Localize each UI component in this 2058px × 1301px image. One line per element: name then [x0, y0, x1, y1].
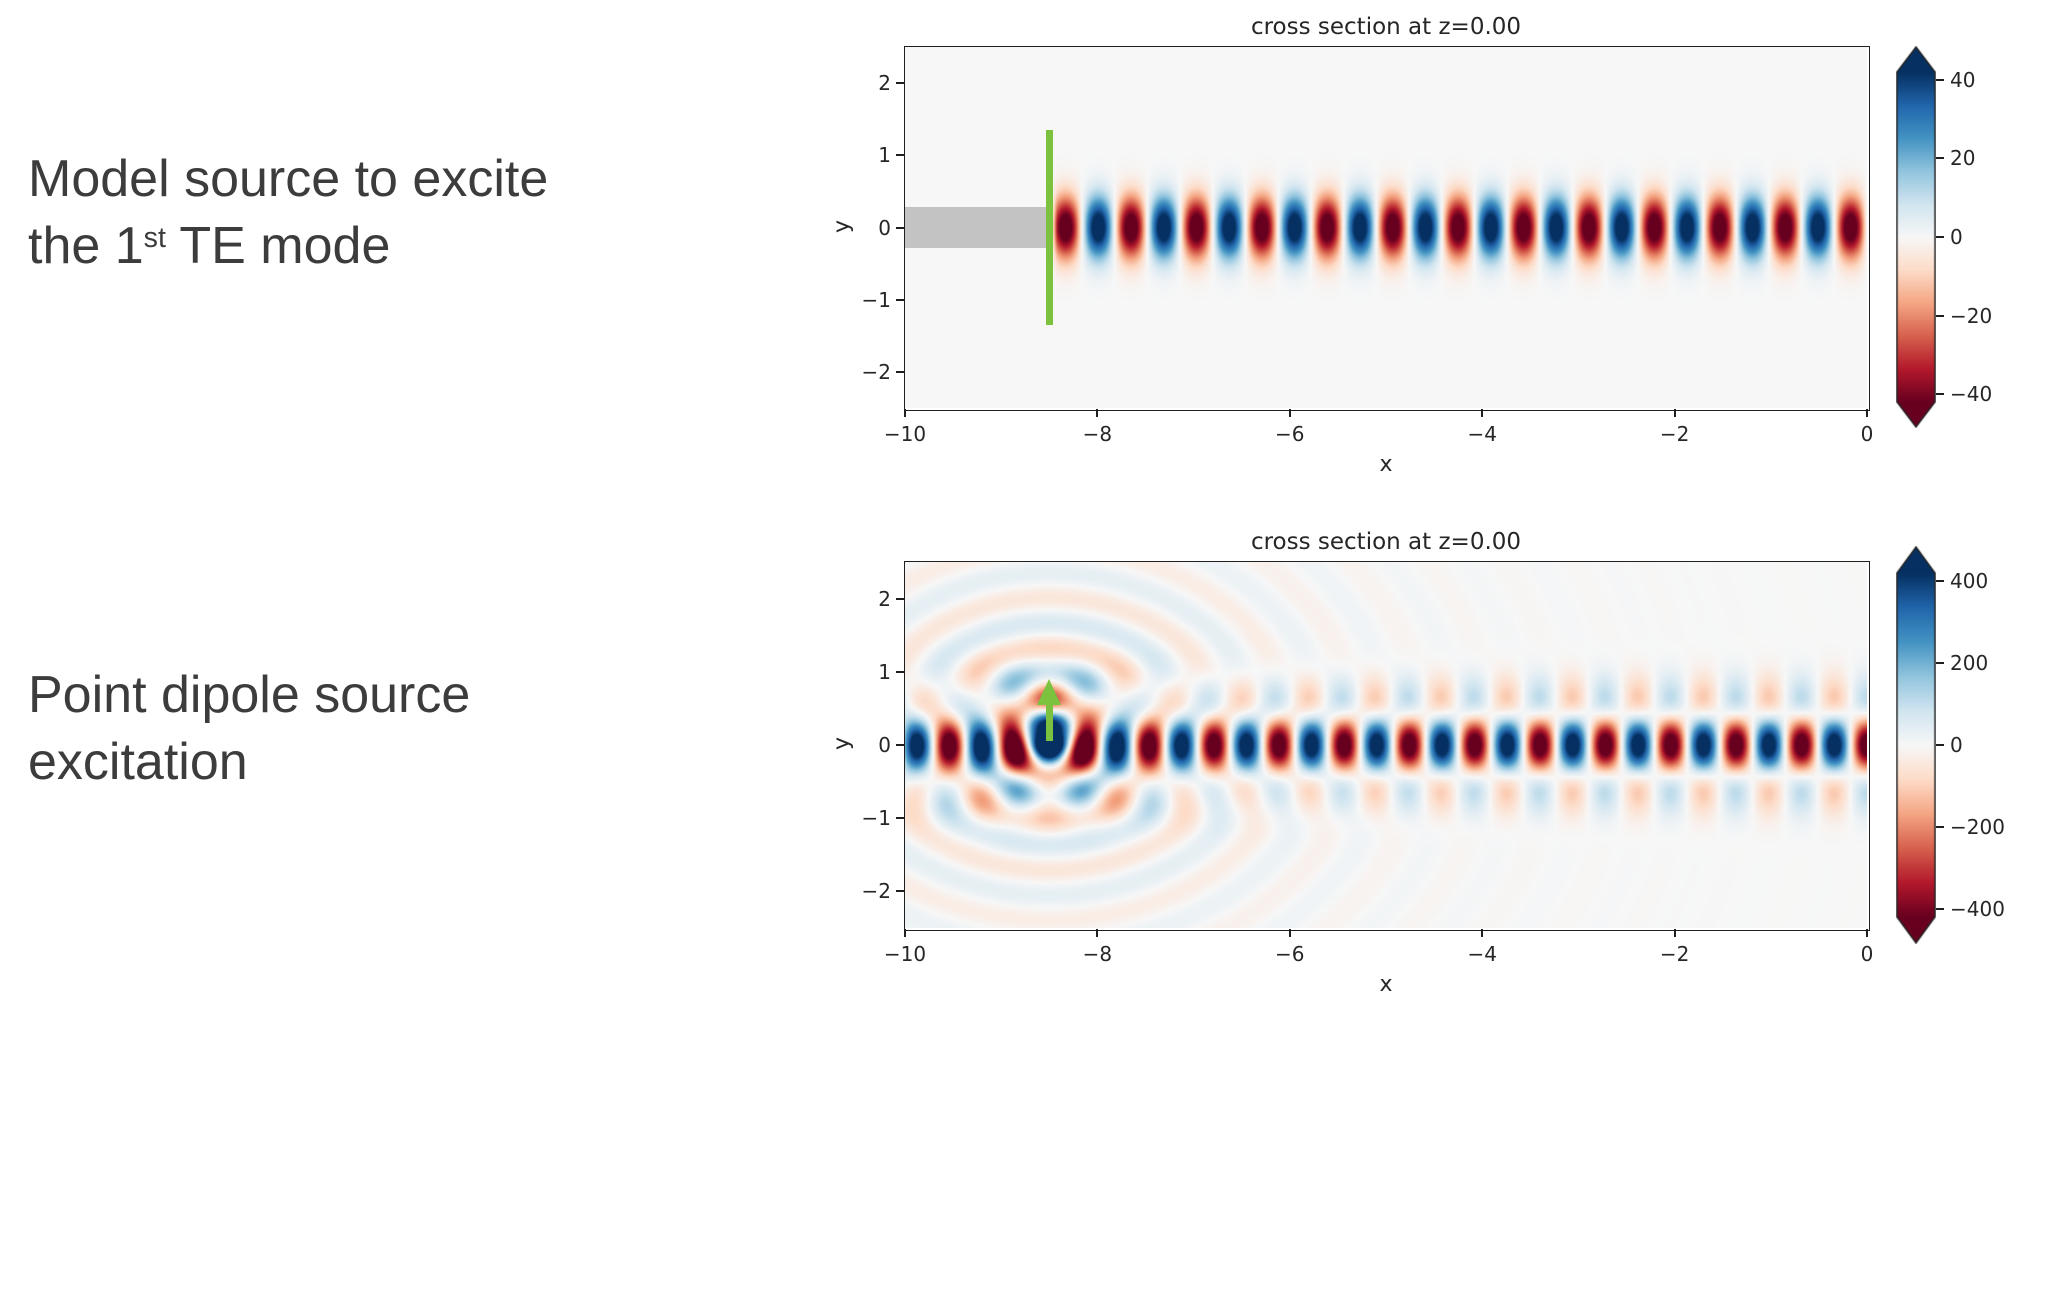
x-tick-label: −2 [1659, 422, 1690, 446]
x-axis-label-top: x [1379, 452, 1393, 477]
y-tick-mark [896, 817, 904, 820]
y-tick-mark [896, 597, 904, 600]
x-tick-label: −8 [1082, 942, 1113, 966]
caption-text: Point dipole source [28, 666, 471, 724]
y-tick-label: 0 [878, 215, 891, 240]
plot-title-bottom: cross section at z=0.00 [1250, 529, 1522, 555]
dipole-arrow-stem [1045, 701, 1053, 742]
caption-text: Model source to excite [28, 150, 549, 208]
x-tick-mark [1288, 409, 1291, 417]
y-tick-label: −2 [861, 879, 891, 904]
x-tick-label: −10 [883, 422, 927, 446]
x-tick-label: −4 [1467, 422, 1497, 446]
colorbar-tick-label: −40 [1950, 382, 1993, 407]
caption-text: the 1 [28, 217, 144, 275]
y-tick-label: 1 [878, 659, 891, 684]
y-tick-mark [896, 82, 904, 85]
plot-title-top: cross section at z=0.00 [1250, 14, 1522, 40]
x-tick-mark [1866, 409, 1868, 417]
dipole-arrow-head [1037, 679, 1062, 706]
colorbar-tick-mark [1936, 236, 1944, 238]
y-tick-mark [896, 890, 904, 893]
y-tick-label: 2 [878, 586, 891, 611]
y-tick-mark [896, 154, 904, 157]
y-tick-label: 0 [878, 733, 891, 757]
caption-mode-source: Model source to excite the 1st TE mode [28, 146, 548, 288]
caption-line: Model source to excite [28, 146, 548, 213]
colorbar-tick-mark [1936, 393, 1944, 396]
x-tick-label: −6 [1275, 422, 1305, 446]
heatmap-bottom-canvas [905, 562, 1867, 928]
colorbar-tick-label: 200 [1950, 651, 1989, 676]
y-tick-label: −1 [861, 287, 891, 312]
colorbar-tick-label: 40 [1950, 67, 1976, 92]
caption-text: excitation [28, 733, 248, 791]
y-tick-label: 2 [878, 71, 891, 96]
y-tick-mark [896, 744, 904, 746]
x-tick-mark [1481, 929, 1484, 937]
colorbar-tick-mark [1936, 157, 1944, 160]
y-tick-mark [896, 670, 904, 673]
heatmap-top-canvas [905, 47, 1867, 408]
ordinal-superscript: st [143, 222, 166, 255]
x-tick-mark [1288, 929, 1291, 937]
x-tick-label: 0 [1860, 942, 1874, 966]
caption-line: Point dipole source [28, 662, 470, 729]
x-tick-label: 0 [1860, 422, 1874, 446]
x-tick-mark [1866, 929, 1868, 937]
colorbar-tick-label: −200 [1950, 814, 2005, 839]
y-tick-mark [896, 370, 904, 373]
colorbar-tick-mark [1936, 580, 1944, 583]
colorbar-tick-mark [1936, 907, 1944, 910]
y-tick-label: −2 [861, 359, 891, 384]
colorbar-tick-label: 20 [1950, 146, 1976, 171]
colorbar-tick-label: 0 [1950, 225, 1963, 249]
colorbar-tick-label: −400 [1950, 896, 2005, 921]
x-tick-label: −2 [1659, 942, 1690, 966]
x-tick-mark [1673, 929, 1676, 937]
colorbar-tick-mark [1936, 744, 1944, 746]
y-tick-label: −1 [861, 806, 891, 831]
x-tick-label: −8 [1082, 422, 1113, 446]
colorbar-tick-mark [1936, 78, 1944, 81]
colorbar-tick-label: −20 [1950, 303, 1993, 328]
y-tick-label: 1 [878, 143, 891, 168]
colorbar-bottom-canvas [1896, 546, 1936, 944]
colorbar-tick-mark [1936, 314, 1944, 317]
x-tick-label: −10 [883, 942, 927, 966]
x-tick-mark [1096, 929, 1099, 937]
y-tick-mark [896, 226, 904, 229]
caption-text: TE mode [165, 217, 391, 275]
caption-line: the 1st TE mode [28, 213, 548, 288]
x-tick-mark [1096, 409, 1099, 417]
caption-line: excitation [28, 729, 470, 804]
x-tick-mark [904, 409, 906, 417]
colorbar-tick-mark [1936, 825, 1944, 828]
mode-source-line [1045, 130, 1053, 325]
x-tick-label: −6 [1275, 942, 1305, 966]
x-tick-mark [1673, 409, 1676, 417]
caption-dipole-source: Point dipole source excitation [28, 662, 470, 804]
y-tick-mark [896, 298, 904, 301]
waveguide-structure-overlay [905, 207, 1048, 248]
x-tick-mark [1481, 409, 1484, 417]
colorbar-tick-label: 0 [1950, 733, 1963, 757]
colorbar-tick-label: 400 [1950, 569, 1989, 594]
colorbar-tick-mark [1936, 662, 1944, 665]
x-tick-mark [904, 929, 906, 937]
x-tick-label: −4 [1467, 942, 1497, 966]
x-axis-label-bottom: x [1379, 972, 1393, 997]
colorbar-top-canvas [1896, 46, 1936, 428]
